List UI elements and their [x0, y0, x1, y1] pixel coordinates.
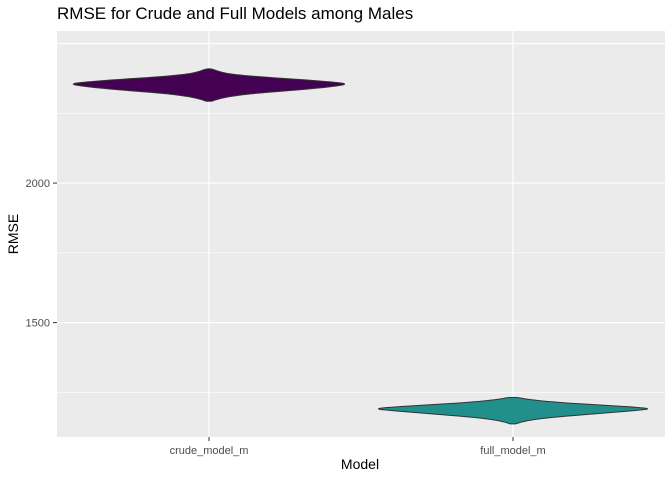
x-tick-label-crude_model_m: crude_model_m [170, 445, 249, 457]
chart-title: RMSE for Crude and Full Models among Mal… [57, 4, 414, 23]
x-axis-label: Model [340, 456, 380, 472]
y-axis: 1500 2000 [26, 178, 57, 330]
plot-panel [57, 31, 665, 437]
x-tick-label-full_model_m: full_model_m [480, 445, 545, 457]
y-tick-label-0: 1500 [26, 318, 50, 330]
violin-full_model_m [377, 396, 649, 425]
violins [72, 68, 649, 425]
x-axis: crude_model_m full_model_m [170, 437, 546, 457]
minor-gridlines [57, 113, 665, 393]
y-tick-label-1: 2000 [26, 178, 50, 190]
violin-crude_model_m [72, 68, 346, 102]
